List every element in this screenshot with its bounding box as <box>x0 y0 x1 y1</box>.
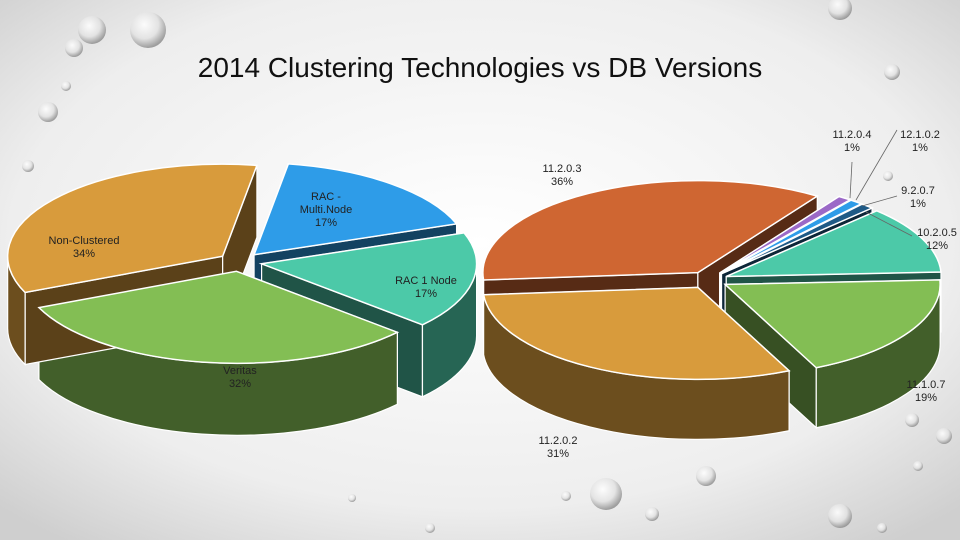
droplet <box>883 171 893 181</box>
droplet <box>65 39 83 57</box>
leader-line <box>865 211 913 237</box>
droplet <box>828 504 852 528</box>
droplet <box>590 478 622 510</box>
droplet <box>425 523 435 533</box>
slice-label-10-2-0-5: 10.2.0.5 12% <box>917 227 957 252</box>
droplet <box>936 428 952 444</box>
slice-label-11-2-0-3: 11.2.0.3 36% <box>543 163 582 188</box>
slice-rac-1-node <box>258 232 478 326</box>
droplet <box>645 507 659 521</box>
slice-label-11-2-0-2: 11.2.0.2 31% <box>539 435 578 460</box>
slice-label-12-1-0-2: 12.1.0.2 1% <box>900 129 940 154</box>
slice-non-clustered <box>6 163 258 294</box>
leader-line <box>855 129 898 201</box>
droplet <box>38 102 58 122</box>
droplet <box>561 491 571 501</box>
slice-labels: RAC -Multi.Node 17% RAC 1 Node 17% Veritas 32… <box>49 129 957 460</box>
leader-line <box>849 161 853 199</box>
droplet <box>905 413 919 427</box>
slice-11-1-0-7 <box>723 279 941 369</box>
droplet <box>348 494 356 502</box>
slice-11-2-0-2 <box>482 286 791 381</box>
droplet <box>78 16 106 44</box>
slice-veritas <box>37 270 400 365</box>
droplet <box>696 466 716 486</box>
slice-10-2-0-5 <box>725 209 942 278</box>
droplet <box>61 81 71 91</box>
leader-line <box>861 195 898 207</box>
droplet <box>877 523 887 533</box>
slice-label-rac-1-node: RAC 1 Node 17% <box>395 275 457 300</box>
water-droplets-decoration <box>22 0 952 533</box>
slice-label-9-2-0-7: 9.2.0.7 1% <box>901 185 935 210</box>
slice-label-rac-multi-node: RAC -Multi.Node 17% <box>300 191 353 229</box>
droplet <box>828 0 852 20</box>
droplet <box>913 461 923 471</box>
clustering-pie-chart <box>6 163 478 436</box>
droplet <box>130 12 166 48</box>
slice-11-2-0-4 <box>719 195 852 274</box>
slice-11-2-0-3 <box>482 179 820 281</box>
slice-label-non-clustered: Non-Clustered 34% <box>49 235 120 260</box>
slice-label-veritas: Veritas 32% <box>223 365 257 390</box>
slice-9-2-0-7 <box>721 203 874 275</box>
droplet <box>884 64 900 80</box>
slice-label-11-1-0-7: 11.1.0.7 19% <box>907 379 946 404</box>
slice-label-11-2-0-4: 11.2.0.4 1% <box>833 129 872 154</box>
slice-rac-multi-node <box>252 163 459 256</box>
droplet <box>22 160 34 172</box>
db-version-pie-chart <box>482 179 942 440</box>
chart-title: 2014 Clustering Technologies vs DB Versi… <box>197 52 763 83</box>
